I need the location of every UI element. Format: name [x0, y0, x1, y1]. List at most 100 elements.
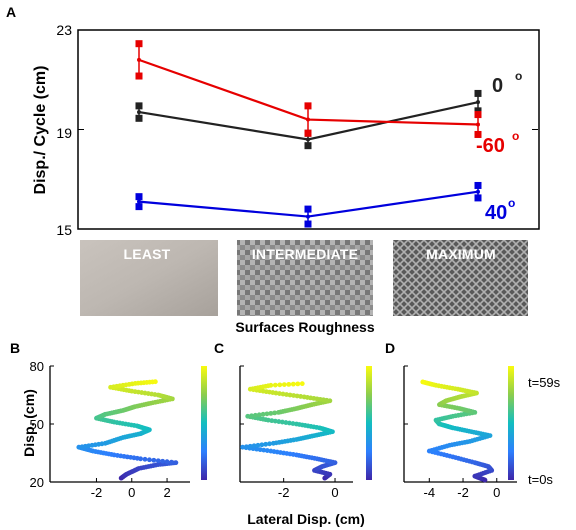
colorbar-bottom-label: t=0s [528, 472, 553, 487]
degree-sup: o [512, 129, 519, 143]
trajectory-point [259, 442, 265, 448]
x-tick-label: -2 [457, 485, 469, 500]
trajectory-point [279, 419, 285, 425]
trajectory-point [272, 410, 278, 416]
error-cap-lower [474, 194, 482, 202]
trajectory-point [284, 392, 289, 397]
trajectory-point [291, 393, 297, 398]
trajectory-point [264, 411, 270, 417]
panel-letter-c: C [214, 340, 224, 356]
trajectory-point [164, 459, 170, 465]
data-point [476, 189, 480, 194]
trajectory-point [254, 446, 260, 452]
traj-y-tick: 80 [30, 359, 44, 374]
category-label: LEAST [124, 246, 171, 262]
data-point [137, 57, 141, 62]
trajectory-point [268, 382, 274, 388]
trajectory-point [260, 411, 266, 417]
error-cap-upper [474, 89, 482, 97]
data-point [306, 137, 310, 142]
trajectory-point [151, 457, 157, 463]
error-cap-upper [304, 205, 312, 213]
x-tick-label: 0 [493, 485, 500, 500]
trajectory-point [277, 391, 282, 396]
trajectory-point [294, 393, 300, 399]
trajectory-point [420, 379, 426, 385]
series-label-text: 0 [492, 75, 503, 97]
trajectory-point [301, 394, 307, 400]
x-tick-label: 2 [163, 485, 170, 500]
surface-image-maximum [393, 240, 528, 316]
trajectory-panel-D: -4 -2 0 [403, 365, 517, 500]
trajectory-point [264, 448, 270, 453]
trajectory-point [253, 412, 258, 418]
error-cap-upper [304, 102, 312, 110]
trajectory-point [283, 420, 289, 425]
trajectory-point [244, 444, 249, 450]
panel-letter-a: A [6, 4, 16, 20]
x-tick-label: 0 [331, 485, 338, 500]
category-label: MAXIMUM [426, 246, 496, 262]
trajectory-point [287, 420, 292, 426]
trajectory-y-title: Disp. (cm) [21, 389, 37, 457]
trajectory-point [267, 441, 272, 447]
series-label-text: -60 [476, 135, 505, 157]
data-point [137, 199, 141, 204]
data-point [306, 117, 310, 122]
error-cap-lower [304, 220, 312, 228]
colorbar [366, 366, 372, 480]
data-point [476, 100, 480, 105]
error-cap-lower [135, 114, 143, 122]
trajectory-point [147, 457, 152, 463]
trajectory-point [245, 413, 251, 419]
trajectory-point [261, 447, 267, 453]
panel-letter-d: D [385, 340, 395, 356]
trajectory-point [294, 421, 299, 427]
colorbar [201, 366, 207, 480]
trajectory-point [255, 442, 261, 448]
trajectory-point [268, 448, 274, 454]
trajectory-point [290, 421, 296, 426]
error-cap-lower [474, 107, 482, 115]
data-point [476, 122, 480, 127]
error-cap-upper [474, 181, 482, 189]
series-label-text: 40 [485, 202, 507, 224]
colorbar-top-label: t=59s [528, 375, 561, 390]
trajectory-point [257, 447, 263, 453]
trajectory-point [268, 410, 274, 416]
trajectory-point [299, 381, 305, 387]
degree-sup: o [508, 196, 515, 210]
trajectory-point [295, 381, 301, 387]
panel-letter-b: B [10, 340, 20, 356]
trajectory-panel-B: -2 0 2 [49, 365, 207, 500]
trajectory-point [272, 382, 278, 388]
x-axis-title: Surfaces Roughness [235, 319, 374, 335]
data-point [137, 110, 141, 115]
x-tick-label: -4 [424, 485, 436, 500]
colorbar [508, 366, 514, 480]
trajectory-point [298, 394, 304, 399]
trajectory-point [269, 418, 275, 424]
trajectory-x-title: Lateral Disp. (cm) [247, 511, 364, 527]
trajectory-point [142, 456, 148, 462]
trajectory-point [247, 443, 253, 449]
main-chart: 23 19 15 Disp./ Cycle (cm) [32, 22, 540, 238]
error-cap-upper [135, 40, 143, 48]
trajectory-point [281, 382, 287, 388]
series-label-0: 0 o [492, 69, 522, 97]
trajectory-point [280, 391, 286, 397]
surface-image-intermediate [237, 240, 373, 316]
traj-y-tick: 20 [30, 475, 44, 490]
y-tick-label: 19 [56, 125, 72, 141]
error-cap-lower [474, 130, 482, 138]
trajectory-point [256, 412, 262, 418]
trajectory-point [155, 458, 161, 464]
trajectory-point [272, 418, 278, 424]
series-2 [135, 181, 482, 228]
error-cap-upper [135, 102, 143, 110]
trajectory-point [263, 441, 269, 447]
trajectory-panels: -2 0 2 -2 0 -4 -2 0 [49, 365, 517, 500]
error-cap-upper [474, 111, 482, 119]
trajectory-point [173, 460, 179, 466]
trajectory-point [249, 413, 254, 419]
